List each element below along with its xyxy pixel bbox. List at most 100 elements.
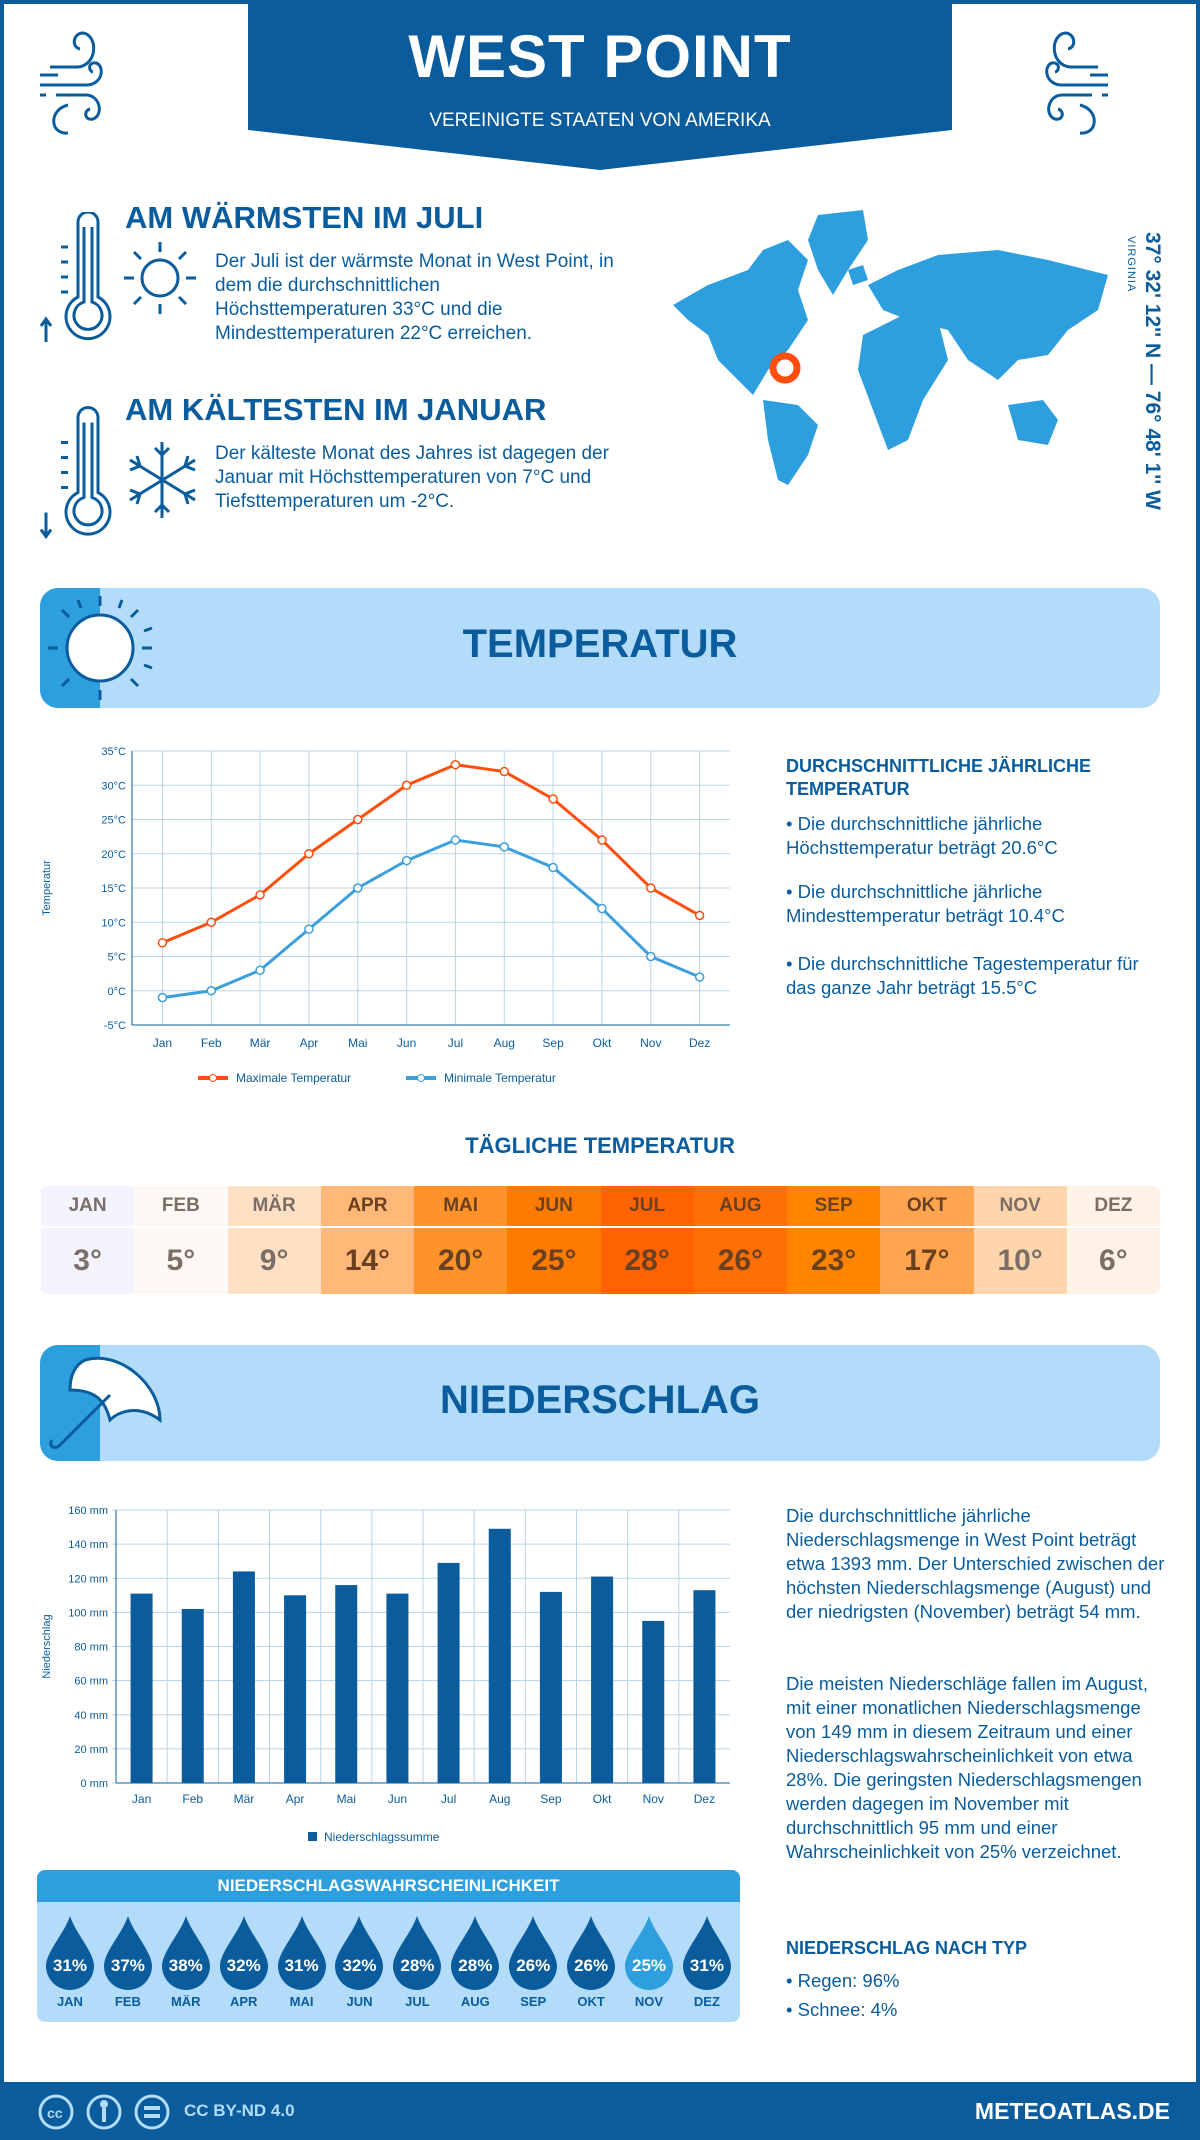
probability-drop: 28% JUL — [390, 1902, 444, 2009]
coordinates-text: 37° 32' 12'' N — 76° 48' 1'' W — [1141, 232, 1164, 510]
data-point — [499, 842, 510, 852]
y-tick-label: 80 mm — [74, 1642, 108, 1654]
x-tick-label: Okt — [593, 1792, 612, 1806]
y-tick-label: 20°C — [101, 849, 126, 861]
probability-drop: 26% SEP — [506, 1902, 560, 2009]
data-point — [597, 835, 607, 845]
raindrop-icon — [625, 1916, 674, 1990]
x-tick-label: Nov — [640, 1036, 661, 1050]
data-point — [450, 835, 461, 845]
probability-drop: 38% MÄR — [159, 1902, 213, 2009]
daily-temp-value: 5° — [166, 1244, 196, 1277]
daily-temp-month: OKT — [880, 1186, 974, 1228]
precip-bar — [488, 1528, 511, 1783]
x-tick-label: Sep — [542, 1036, 564, 1050]
precip-section-banner — [40, 1345, 1160, 1461]
probability-month: JAN — [56, 1994, 83, 2009]
daily-temp-value: 14° — [344, 1244, 391, 1277]
x-tick-label: Jul — [441, 1792, 456, 1806]
precip-bar — [386, 1593, 409, 1783]
data-point — [353, 814, 363, 825]
brand-link[interactable]: METEOATLAS.DE — [974, 2098, 1170, 2124]
precip-bar — [539, 1591, 562, 1783]
data-point — [694, 972, 705, 982]
data-point — [206, 986, 217, 996]
raindrop-icon — [103, 1916, 152, 1990]
data-point — [157, 938, 168, 948]
x-tick-label: Dez — [689, 1036, 710, 1050]
daily-temp-cell: JUL 28° — [600, 1186, 694, 1294]
data-point — [255, 965, 265, 975]
y-tick-label: 0°C — [108, 986, 127, 998]
coldest-heading: AM KÄLTESTEN IM JANUAR — [125, 392, 547, 427]
precip-title: NIEDERSCHLAG — [439, 1378, 761, 1422]
y-axis-label: Niederschlag — [41, 1614, 53, 1678]
precip-bar — [437, 1562, 460, 1783]
legend-marker — [209, 1074, 217, 1082]
precip-probability-title: NIEDERSCHLAGSWAHRSCHEINLICHKEIT — [37, 1870, 740, 1902]
precip-summary-text: Die durchschnittliche jährliche Niedersc… — [786, 1505, 1165, 1622]
raindrop-icon — [393, 1916, 442, 1990]
coldest-text: Der kälteste Monat des Jahres ist dagege… — [215, 443, 609, 512]
warmest-heading: AM WÄRMSTEN IM JULI — [125, 200, 484, 235]
precipitation-chart: 0 mm 20 mm 40 mm 60 mm 80 mm 100 mm 120 mm 140 … — [41, 1505, 730, 1844]
probability-drop: 32% APR — [217, 1902, 271, 2009]
wind-icon-right — [1045, 31, 1108, 135]
daily-temp-month: JUL — [600, 1186, 694, 1228]
x-tick-label: Mai — [337, 1792, 356, 1806]
precip-bar — [693, 1590, 716, 1783]
snowflake-icon — [129, 442, 196, 518]
precip-bar — [181, 1608, 204, 1783]
probability-month: MAI — [289, 1994, 314, 2009]
x-tick-label: Apr — [286, 1792, 305, 1806]
page-subtitle: VEREINIGTE STAATEN VON AMERIKA — [429, 110, 771, 131]
legend-swatch — [308, 1832, 317, 1841]
y-tick-label: 15°C — [101, 883, 126, 895]
y-tick-label: 140 mm — [68, 1539, 108, 1551]
daily-temp-cell: FEB 5° — [134, 1186, 228, 1294]
data-point — [646, 883, 656, 893]
page-title: WEST POINT — [408, 23, 792, 90]
daily-temp-value: 9° — [259, 1244, 289, 1277]
probability-value: 28% — [458, 1956, 493, 1975]
probability-month: JUN — [346, 1994, 373, 2009]
raindrop-icon — [509, 1916, 558, 1990]
y-axis-label: Temperatur — [41, 860, 53, 916]
y-tick-label: 20 mm — [74, 1744, 108, 1756]
temperature-chart: -5°C 0°C 5°C 10°C 15°C 20°C 25°C 30°C 35°C Jan Feb… — [41, 746, 730, 1085]
probability-value: 28% — [400, 1956, 435, 1975]
legend-marker — [417, 1074, 425, 1082]
daily-temp-cell: JAN 3° — [41, 1186, 135, 1294]
temperature-section-banner — [40, 588, 1160, 708]
y-tick-label: 100 mm — [68, 1607, 108, 1619]
probability-drop: 25% NOV — [622, 1902, 676, 2009]
thermometer-warm-icon — [39, 212, 112, 342]
x-tick-label: Jun — [397, 1036, 416, 1050]
daily-temp-month: AUG — [693, 1186, 787, 1228]
daily-temp-cell: APR 14° — [320, 1186, 414, 1294]
daily-temp-value: 3° — [73, 1244, 102, 1277]
precip-bar — [130, 1593, 153, 1783]
probability-value: 26% — [574, 1956, 609, 1975]
raindrop-icon — [682, 1916, 731, 1990]
x-tick-label: Apr — [300, 1036, 319, 1050]
precip-bar — [642, 1620, 665, 1783]
svg-text:cc: cc — [47, 2105, 63, 2121]
probability-month: MÄR — [170, 1994, 201, 2009]
license-label[interactable]: CC BY-ND 4.0 — [184, 2101, 295, 2120]
probability-drop: 28% AUG — [448, 1902, 502, 2009]
x-tick-label: Aug — [489, 1792, 510, 1806]
legend-label: Maximale Temperatur — [236, 1071, 351, 1085]
probability-value: 38% — [168, 1956, 203, 1975]
annual-avg-bullet: • Die durchschnittliche Tagestemperatur … — [786, 953, 1139, 998]
data-point — [304, 924, 314, 934]
daily-temp-value: 28° — [624, 1244, 670, 1277]
location-marker — [769, 352, 801, 384]
data-point — [548, 794, 558, 804]
y-tick-label: 5°C — [108, 952, 127, 964]
daily-temp-month: FEB — [134, 1186, 228, 1228]
raindrop-icon — [451, 1916, 500, 1990]
daily-temp-cell: SEP 23° — [787, 1186, 881, 1294]
x-tick-label: Okt — [593, 1036, 612, 1050]
daily-temp-month: DEZ — [1066, 1186, 1160, 1228]
